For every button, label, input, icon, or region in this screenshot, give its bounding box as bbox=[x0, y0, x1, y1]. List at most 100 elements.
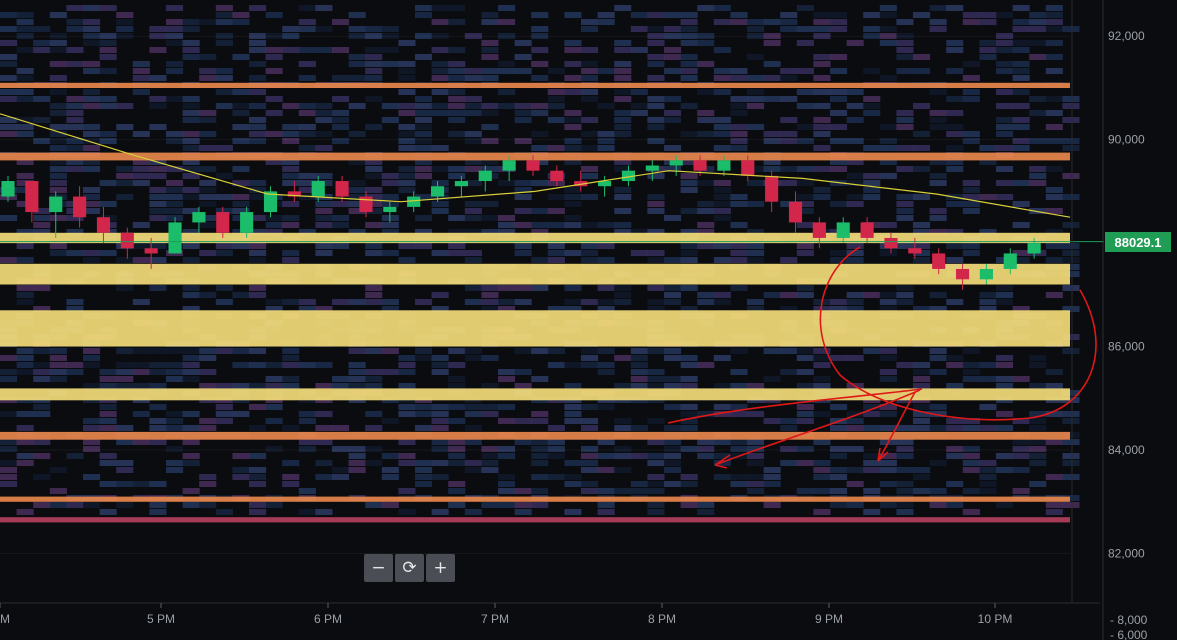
heatmap-cell bbox=[1029, 439, 1047, 445]
heatmap-cell bbox=[680, 306, 698, 312]
heatmap-cell bbox=[1062, 285, 1080, 291]
heatmap-cell bbox=[99, 33, 117, 39]
heatmap-cell bbox=[365, 292, 383, 298]
heatmap-cell bbox=[1012, 89, 1030, 95]
heatmap-cell bbox=[431, 404, 449, 410]
heatmap-cell bbox=[630, 481, 648, 487]
heatmap-cell bbox=[498, 299, 516, 305]
heatmap-cell bbox=[182, 117, 200, 123]
heatmap-cell bbox=[680, 446, 698, 452]
heatmap-cell bbox=[614, 425, 632, 431]
heatmap-cell bbox=[66, 110, 84, 116]
heatmap-cell bbox=[846, 173, 864, 179]
heatmap-cell bbox=[365, 68, 383, 74]
heatmap-cell bbox=[431, 61, 449, 67]
heatmap-cell bbox=[697, 446, 715, 452]
heatmap-cell bbox=[182, 355, 200, 361]
heatmap-cell bbox=[547, 439, 565, 445]
heatmap-cell bbox=[265, 12, 283, 18]
heatmap-cell bbox=[564, 159, 582, 165]
heatmap-cell bbox=[879, 376, 897, 382]
heatmap-cell bbox=[298, 124, 316, 130]
heatmap-cell bbox=[415, 467, 433, 473]
heatmap-cell bbox=[664, 145, 682, 151]
heatmap-cell bbox=[929, 411, 947, 417]
heatmap-cell bbox=[564, 75, 582, 81]
heatmap-cell bbox=[946, 362, 964, 368]
heatmap-cell bbox=[448, 243, 466, 249]
heatmap-cell bbox=[448, 103, 466, 109]
zoom-out-button[interactable]: − bbox=[364, 554, 393, 582]
heatmap-cell bbox=[99, 418, 117, 424]
heatmap-cell bbox=[597, 306, 615, 312]
heatmap-cell bbox=[713, 439, 731, 445]
heatmap-cell bbox=[747, 257, 765, 263]
heatmap-cell bbox=[298, 145, 316, 151]
heatmap-cell bbox=[547, 222, 565, 228]
heatmap-cell bbox=[381, 369, 399, 375]
heatmap-cell bbox=[448, 61, 466, 67]
heatmap-cell bbox=[747, 411, 765, 417]
heatmap-cell bbox=[813, 362, 831, 368]
heatmap-cell bbox=[464, 215, 482, 221]
heatmap-cell bbox=[514, 509, 532, 515]
heatmap-cell bbox=[630, 355, 648, 361]
heatmap-cell bbox=[780, 348, 798, 354]
heatmap-cell bbox=[348, 75, 366, 81]
heatmap-cell bbox=[265, 229, 283, 235]
heatmap-cell bbox=[481, 40, 499, 46]
candle-body bbox=[669, 160, 683, 166]
price-tick-label: 86,000 bbox=[1108, 340, 1145, 354]
heatmap-cell bbox=[132, 68, 150, 74]
heatmap-cell bbox=[498, 306, 516, 312]
heatmap-cell bbox=[1062, 306, 1080, 312]
heatmap-cell bbox=[298, 488, 316, 494]
heatmap-cell bbox=[298, 180, 316, 186]
heatmap-cell bbox=[564, 411, 582, 417]
heatmap-cell bbox=[481, 103, 499, 109]
heatmap-cell bbox=[16, 229, 34, 235]
heatmap-cell bbox=[879, 145, 897, 151]
candle-body bbox=[788, 201, 803, 223]
heatmap-cell bbox=[381, 222, 399, 228]
heatmap-cell bbox=[249, 229, 267, 235]
heatmap-cell bbox=[16, 159, 34, 165]
heatmap-cell bbox=[796, 124, 814, 130]
heatmap-cell bbox=[0, 376, 18, 382]
heatmap-cell bbox=[315, 460, 333, 466]
heatmap-cell bbox=[66, 369, 84, 375]
heatmap-cell bbox=[498, 33, 516, 39]
reset-zoom-button[interactable]: ⟳ bbox=[395, 554, 424, 582]
zoom-in-button[interactable]: + bbox=[426, 554, 455, 582]
heatmap-cell bbox=[581, 362, 599, 368]
heatmap-cell bbox=[863, 103, 881, 109]
heatmap-cell bbox=[298, 446, 316, 452]
heatmap-cell bbox=[664, 47, 682, 53]
heatmap-cell bbox=[132, 383, 150, 389]
heatmap-cell bbox=[199, 110, 217, 116]
heatmap-cell bbox=[664, 460, 682, 466]
heatmap-cell bbox=[946, 481, 964, 487]
heatmap-cell bbox=[99, 5, 117, 11]
heatmap-cell bbox=[846, 411, 864, 417]
heatmap-cell bbox=[149, 208, 167, 214]
heatmap-cell bbox=[680, 131, 698, 137]
heatmap-cell bbox=[863, 180, 881, 186]
heatmap-cell bbox=[249, 348, 267, 354]
heatmap-cell bbox=[215, 33, 233, 39]
heatmap-cell bbox=[215, 145, 233, 151]
heatmap-cell bbox=[199, 348, 217, 354]
heatmap-cell bbox=[697, 299, 715, 305]
heatmap-cell bbox=[896, 201, 914, 207]
heatmap-cell bbox=[996, 40, 1014, 46]
heatmap-cell bbox=[215, 411, 233, 417]
heatmap-cell bbox=[16, 460, 34, 466]
heatmap-cell bbox=[996, 61, 1014, 67]
heatmap-cell bbox=[1062, 460, 1080, 466]
heatmap-cell bbox=[315, 117, 333, 123]
heatmap-cell bbox=[298, 131, 316, 137]
annotation-circle bbox=[819, 246, 1097, 421]
heatmap-cell bbox=[564, 285, 582, 291]
